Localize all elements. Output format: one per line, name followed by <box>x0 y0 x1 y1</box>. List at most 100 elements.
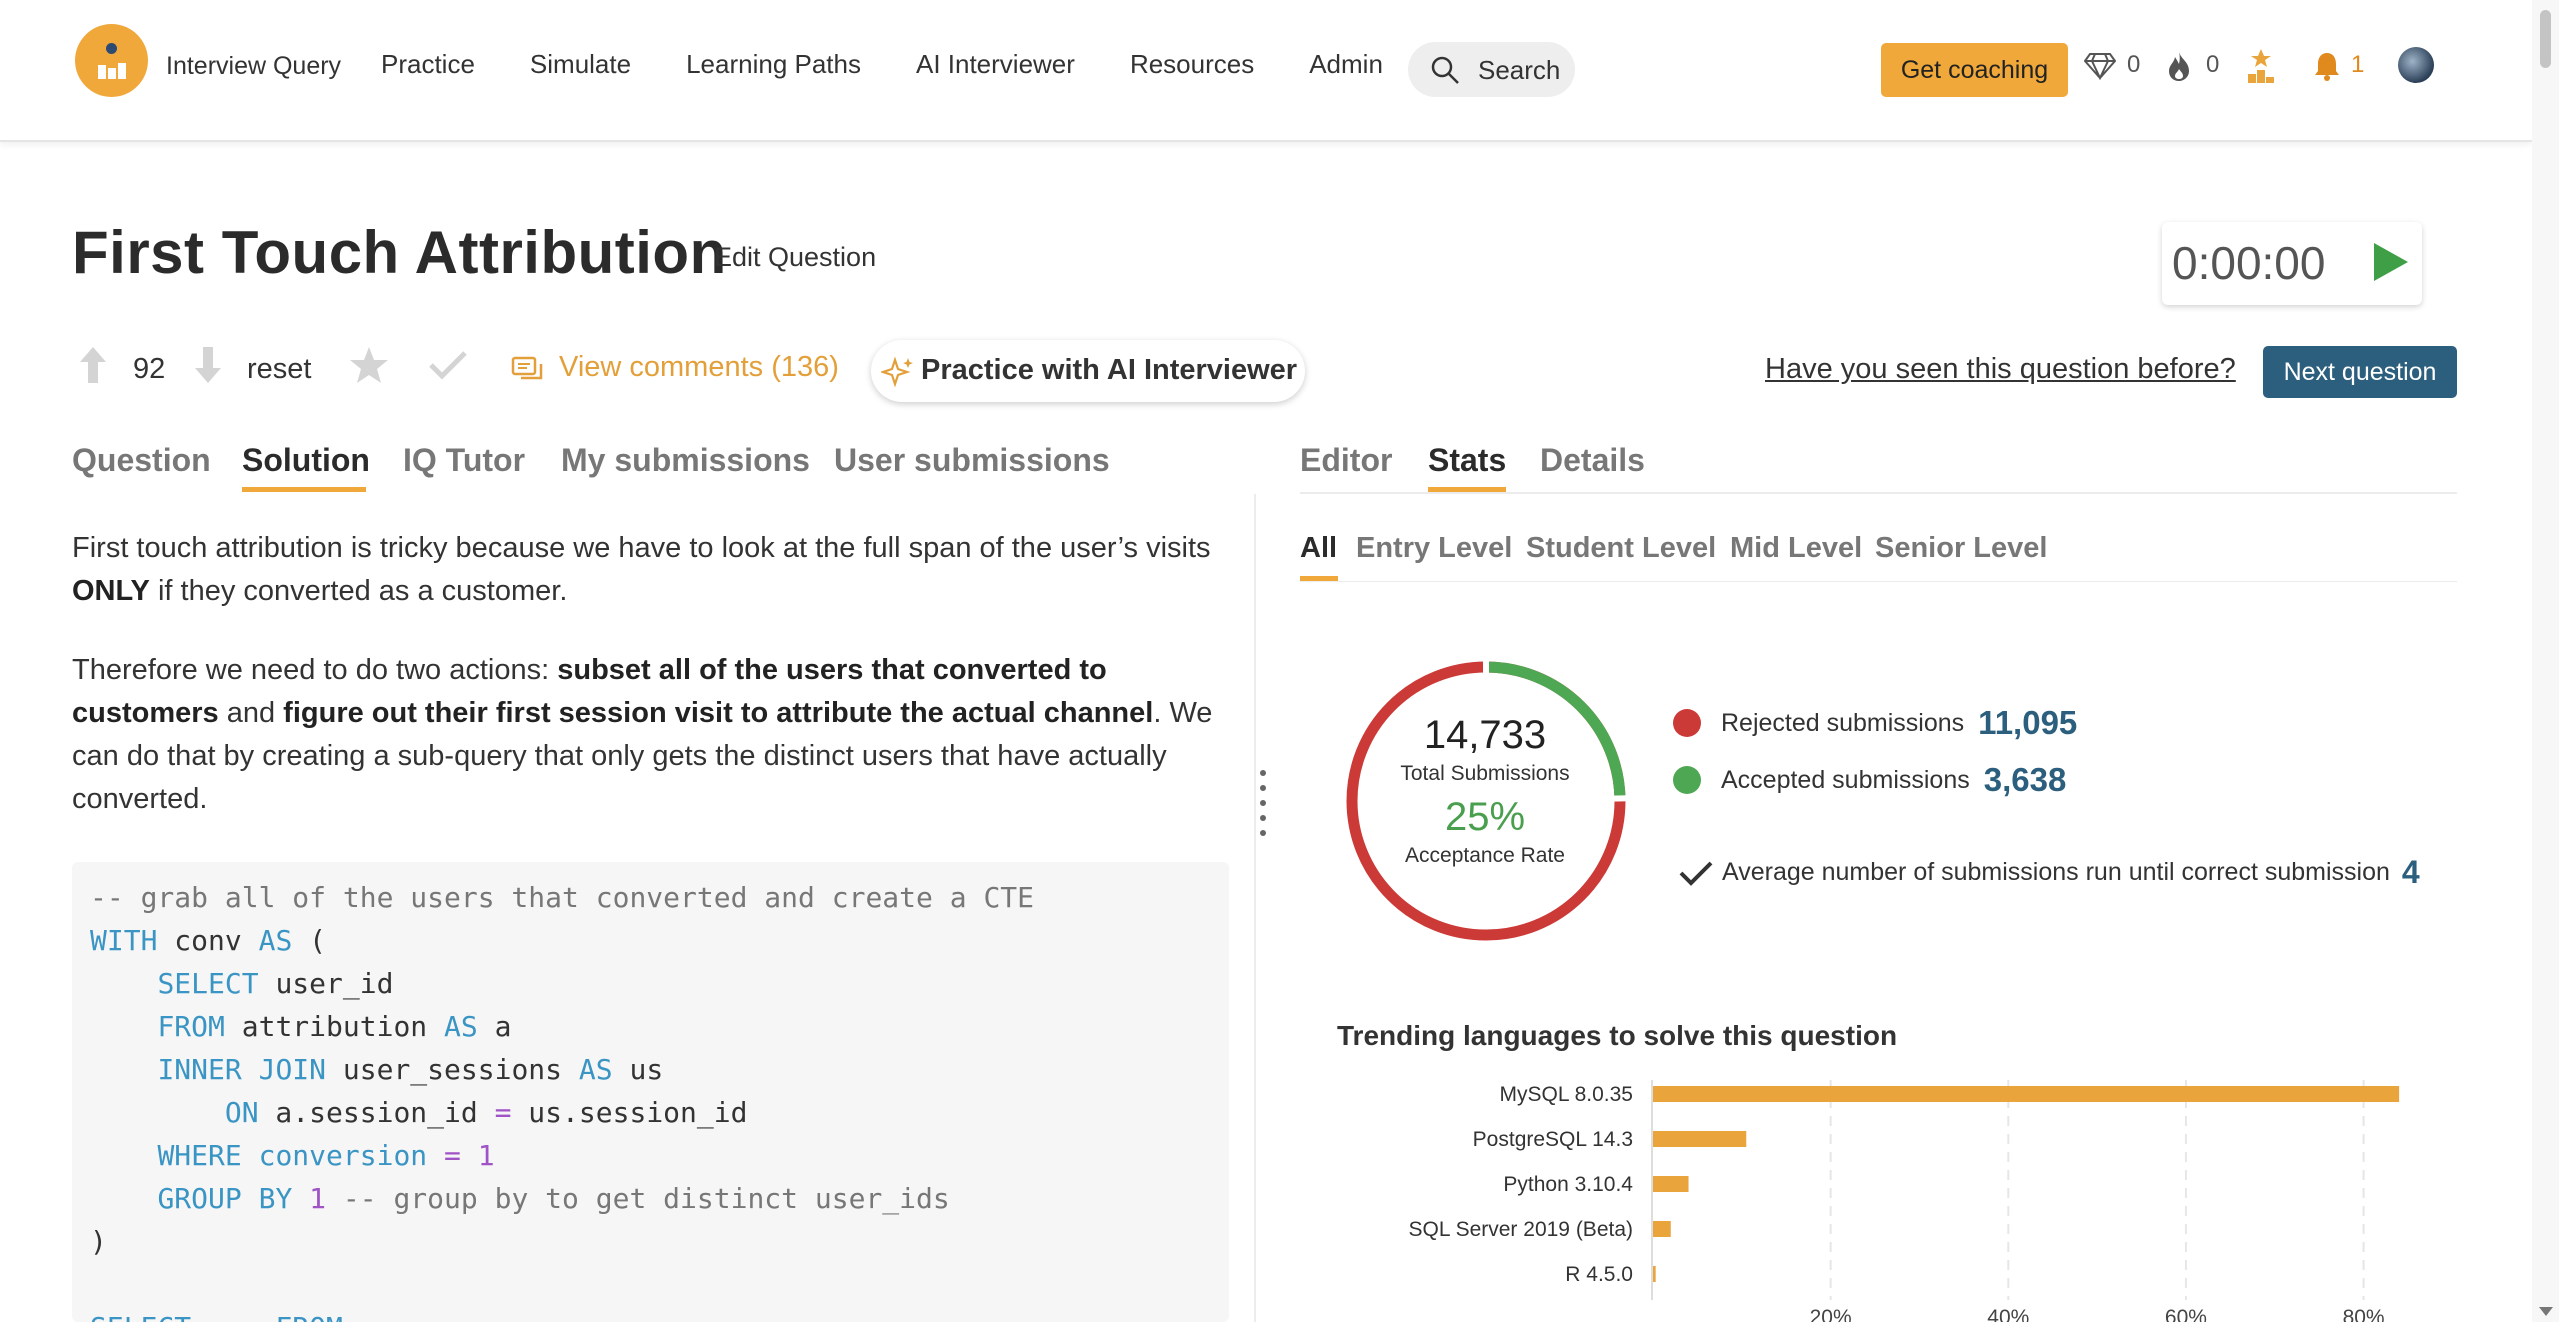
accepted-label: Accepted submissions <box>1721 765 1970 794</box>
tab-editor[interactable]: Editor <box>1300 442 1393 478</box>
language-bar[interactable] <box>1653 1266 1656 1282</box>
top-navbar: Interview Query Practice Simulate Learni… <box>0 0 2532 142</box>
timer-widget: 0:00:00 <box>2162 222 2422 305</box>
play-icon[interactable] <box>2374 243 2408 281</box>
accepted-value: 3,638 <box>1983 761 2067 798</box>
nav-resources[interactable]: Resources <box>1129 49 1255 79</box>
checkmark-icon[interactable] <box>428 350 468 380</box>
acceptance-rate-label: Acceptance Rate <box>1405 844 1565 867</box>
donut-accepted-arc <box>1485 661 1626 799</box>
right-tabs-divider <box>1300 492 2457 494</box>
sol-p2-bold-1: subset all of the users that converted t… <box>72 654 1107 729</box>
search-button[interactable]: Search <box>1408 42 1575 97</box>
avg-submissions-label: Average number of submissions run until … <box>1722 858 2390 886</box>
rejected-label: Rejected submissions <box>1721 708 1965 737</box>
tab-stats[interactable]: Stats <box>1428 442 1507 478</box>
total-submissions-value: 14,733 <box>1423 713 1547 757</box>
timer-display: 0:00:00 <box>2172 237 2326 289</box>
nav-learning-paths[interactable]: Learning Paths <box>686 49 861 79</box>
page-scrollbar[interactable] <box>2532 0 2559 1322</box>
legend-rejected: Rejected submissions 11,095 <box>1673 704 2077 742</box>
search-label: Search <box>1478 55 1561 85</box>
comments-icon[interactable] <box>511 356 545 384</box>
trending-languages-title: Trending languages to solve this questio… <box>1337 1020 1898 1051</box>
solution-paragraph-2: Therefore we need to do two actions: sub… <box>72 649 1232 821</box>
practice-ai-label: Practice with AI Interviewer <box>921 354 1298 386</box>
all-level-indicator <box>1300 576 1338 581</box>
levels-divider <box>1300 581 2457 582</box>
sql-code: -- grab all of the users that converted … <box>90 881 1035 1322</box>
diamond-icon[interactable] <box>2084 52 2116 80</box>
language-bar[interactable] <box>1653 1221 1671 1237</box>
sol-p1-bold: ONLY <box>72 575 150 607</box>
level-all[interactable]: All <box>1300 532 1338 564</box>
sparkle-icon <box>881 356 913 388</box>
gems-count: 0 <box>2127 51 2141 78</box>
x-tick-label: 20% <box>1810 1306 1852 1322</box>
acceptance-donut-chart <box>1346 660 1630 941</box>
seen-before-link[interactable]: Have you seen this question before? <box>1765 353 2236 385</box>
next-question-button[interactable]: Next question <box>2263 346 2457 398</box>
question-title: First Touch Attribution <box>72 219 727 286</box>
tab-solution[interactable]: Solution <box>242 442 370 478</box>
level-senior[interactable]: Senior Level <box>1875 532 2048 564</box>
tab-iq-tutor[interactable]: IQ Tutor <box>403 442 526 478</box>
scroll-down-arrow[interactable] <box>2539 1307 2553 1316</box>
bell-icon[interactable] <box>2313 51 2341 81</box>
sol-p2-text: Therefore we need to do two actions: <box>72 654 558 686</box>
language-bar[interactable] <box>1653 1131 1747 1147</box>
rejected-dot <box>1673 709 1701 737</box>
user-avatar[interactable] <box>2398 47 2434 83</box>
nav-simulate[interactable]: Simulate <box>529 49 632 79</box>
leaderboard-icon[interactable] <box>2246 48 2276 84</box>
solution-tab-indicator <box>242 487 366 492</box>
rejected-value: 11,095 <box>1978 704 2078 741</box>
resize-handle[interactable] <box>1260 770 1266 850</box>
sol-p2-text-3: . We can do that by creating a sub-query… <box>72 697 1213 815</box>
category-label: Python 3.10.4 <box>1503 1173 1633 1196</box>
flame-icon[interactable] <box>2166 50 2192 82</box>
streak-count: 0 <box>2206 51 2220 78</box>
tab-my-submissions[interactable]: My submissions <box>561 442 810 478</box>
x-tick-label: 40% <box>1987 1306 2029 1322</box>
solution-paragraph-1: First touch attribution is tricky becaus… <box>72 527 1232 613</box>
code-block: -- grab all of the users that converted … <box>72 862 1229 1322</box>
legend-accepted: Accepted submissions 3,638 <box>1673 761 2066 799</box>
vote-count: 92 <box>133 353 166 385</box>
acceptance-rate-value: 25% <box>1444 795 1526 839</box>
language-bar[interactable] <box>1653 1086 2400 1102</box>
downvote-icon[interactable] <box>193 345 223 385</box>
star-icon[interactable] <box>349 346 389 384</box>
level-student[interactable]: Student Level <box>1526 532 1717 564</box>
stats-tab-indicator <box>1428 487 1506 492</box>
practice-ai-interviewer-button[interactable]: Practice with AI Interviewer <box>871 340 1305 402</box>
level-entry[interactable]: Entry Level <box>1356 532 1513 564</box>
check-icon <box>1679 861 1713 886</box>
total-submissions-label: Total Submissions <box>1400 762 1570 785</box>
reset-link[interactable]: reset <box>247 353 312 385</box>
nav-ai-interviewer[interactable]: AI Interviewer <box>915 49 1075 79</box>
language-bar[interactable] <box>1653 1176 1689 1192</box>
tab-question[interactable]: Question <box>72 442 211 478</box>
edit-question-link[interactable]: Edit Question <box>714 242 877 272</box>
search-icon <box>1431 56 1459 84</box>
nav-admin[interactable]: Admin <box>1309 49 1383 79</box>
tab-details[interactable]: Details <box>1540 442 1645 478</box>
view-comments-link[interactable]: View comments (136) <box>559 351 839 383</box>
tab-user-submissions[interactable]: User submissions <box>834 442 1110 478</box>
sol-p2-bold-2: figure out their first session visit to … <box>283 697 1154 729</box>
get-coaching-button[interactable]: Get coaching <box>1881 43 2068 97</box>
panel-divider <box>1254 494 1256 1322</box>
level-mid[interactable]: Mid Level <box>1730 532 1863 564</box>
category-label: PostgreSQL 14.3 <box>1473 1128 1633 1151</box>
scrollbar-thumb[interactable] <box>2540 10 2551 68</box>
upvote-icon[interactable] <box>78 345 108 385</box>
nav-links: Practice Simulate Learning Paths AI Inte… <box>381 49 1438 80</box>
nav-practice[interactable]: Practice <box>381 49 475 79</box>
logo-icon[interactable] <box>75 24 148 97</box>
sol-p2-text-2: and <box>218 697 284 729</box>
category-label: SQL Server 2019 (Beta) <box>1409 1218 1634 1241</box>
accepted-dot <box>1673 766 1701 794</box>
brand-name[interactable]: Interview Query <box>166 52 342 80</box>
sol-p1-text-2: if they converted as a customer. <box>149 575 568 607</box>
